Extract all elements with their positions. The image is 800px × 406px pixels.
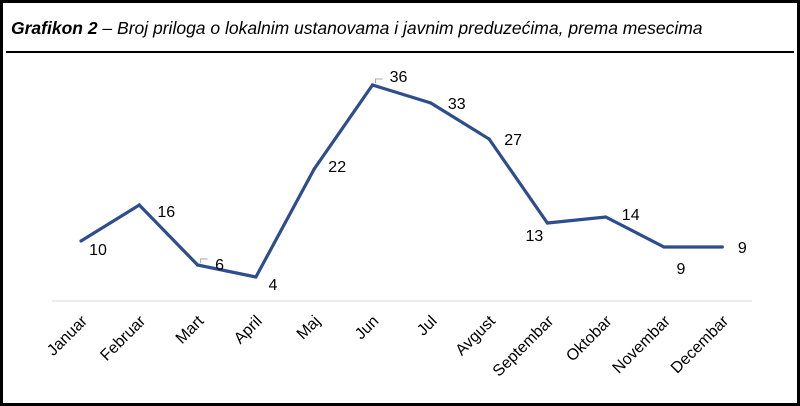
x-tick-label: Januar	[44, 312, 91, 359]
x-tick-label: Februar	[97, 312, 149, 364]
data-points	[79, 83, 724, 279]
leader-line	[200, 258, 208, 263]
x-tick-label: Maj	[294, 313, 324, 343]
data-point	[720, 245, 724, 249]
x-tick-label: Jul	[414, 313, 440, 339]
data-point	[254, 275, 258, 279]
data-point	[604, 215, 608, 219]
chart-title: Grafikon 2 – Broj priloga o lokalnim ust…	[6, 6, 794, 53]
data-labels: 10 16 6 4 22 36 33 27 13 14 9 9	[89, 69, 747, 294]
data-point	[137, 203, 141, 207]
x-tick-label: Jun	[352, 313, 382, 343]
data-point	[662, 245, 666, 249]
series-line	[80, 83, 723, 279]
data-point	[429, 101, 433, 105]
data-label: 9	[738, 240, 747, 257]
data-label: 10	[89, 242, 107, 259]
data-point	[545, 221, 550, 225]
data-point	[370, 83, 375, 87]
leader-lines	[200, 78, 383, 263]
x-tick-label: Novembar	[610, 312, 675, 377]
chart-title-bold: Grafikon 2	[11, 18, 98, 38]
data-label: 33	[448, 96, 466, 113]
chart-title-rest: – Broj priloga o lokalnim ustanovama i j…	[97, 18, 703, 38]
x-tick-label: Decembar	[668, 312, 733, 377]
data-label: 4	[268, 277, 277, 294]
data-label: 13	[526, 228, 544, 245]
data-point	[79, 239, 83, 243]
data-label: 9	[677, 261, 686, 278]
data-label: 6	[215, 257, 224, 274]
data-label: 22	[328, 159, 346, 176]
leader-line	[375, 78, 383, 83]
data-label: 36	[390, 69, 408, 86]
data-point	[487, 137, 491, 141]
data-point	[196, 263, 200, 267]
data-label: 16	[157, 204, 175, 221]
x-tick-label: Oktobar	[563, 312, 616, 365]
data-label: 14	[622, 207, 640, 224]
x-tick-label: April	[231, 313, 266, 348]
x-tick-labels: Januar Februar Mart April Maj Jun Jul AvgustSep…	[44, 312, 732, 380]
x-tick-label: Mart	[173, 312, 208, 347]
data-label: 27	[504, 132, 522, 149]
data-point	[312, 167, 316, 171]
x-tick-label: Avgust	[453, 312, 500, 359]
x-tick-label: Septembar	[490, 312, 558, 380]
